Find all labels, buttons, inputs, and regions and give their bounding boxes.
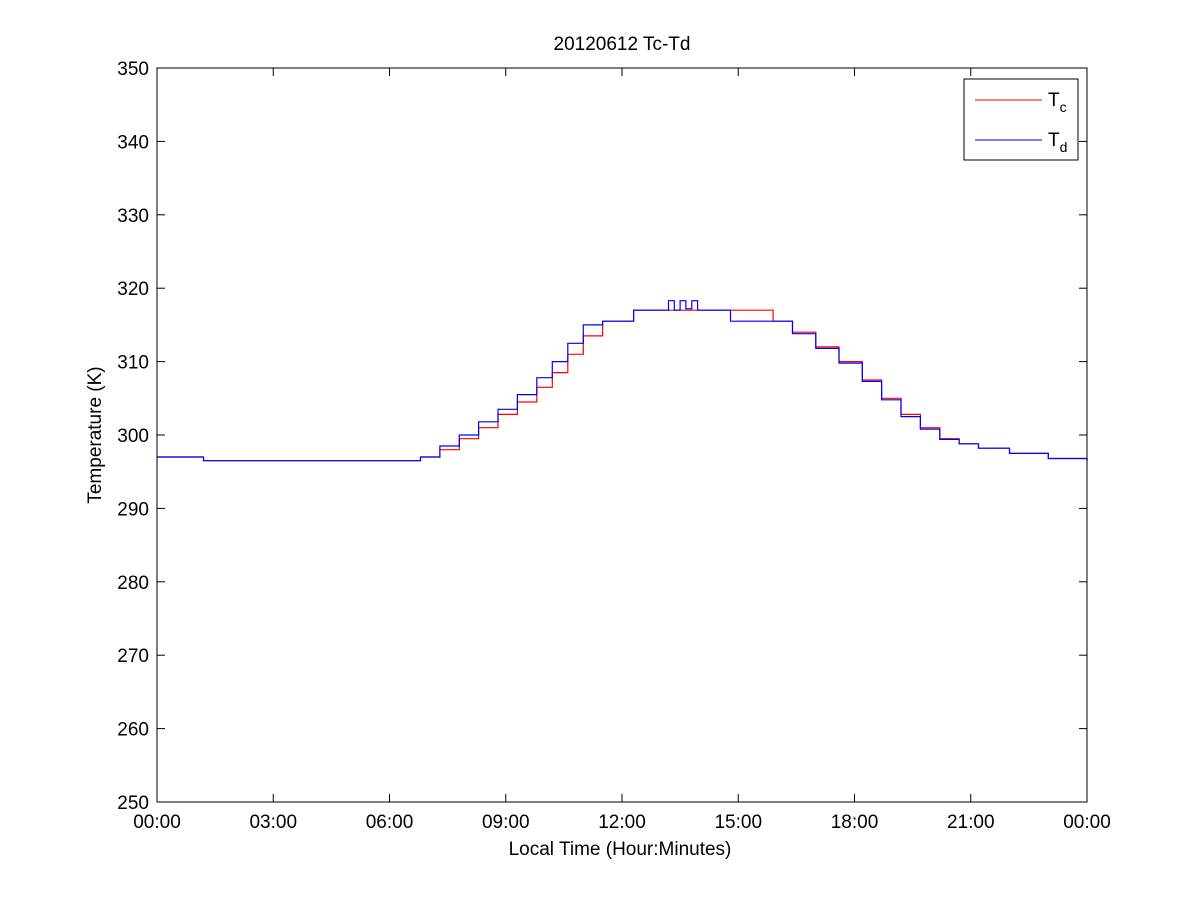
y-tick-label: 340 <box>117 132 149 153</box>
y-tick-label: 320 <box>117 279 149 300</box>
series-line-td <box>157 300 1088 462</box>
x-tick-label: 12:00 <box>598 812 646 833</box>
y-tick-label: 280 <box>117 573 149 594</box>
series-layer <box>157 300 1088 462</box>
legend: Tc Td <box>963 78 1079 161</box>
x-tick-label: 00:00 <box>1063 812 1111 833</box>
y-tick-label: 310 <box>117 353 149 374</box>
x-axis-label: Local Time (Hour:Minutes) <box>509 839 732 860</box>
legend-label-tc-main: T <box>1048 90 1060 111</box>
legend-box <box>963 78 1079 161</box>
x-tick-label: 21:00 <box>947 812 995 833</box>
legend-label-tc-sub: c <box>1060 99 1067 115</box>
legend-label-td-main: T <box>1048 130 1060 151</box>
y-tick-label: 350 <box>117 59 149 80</box>
x-tick-label: 09:00 <box>482 812 530 833</box>
legend-label-tc: Tc <box>1048 90 1067 115</box>
y-tick-label: 290 <box>117 499 149 520</box>
y-tick-label: 250 <box>117 793 149 814</box>
chart-title: 20120612 Tc-Td <box>554 34 691 55</box>
legend-label-td: Td <box>1048 130 1067 155</box>
x-tick-label: 18:00 <box>831 812 879 833</box>
y-axis-label: Temperature (K) <box>85 366 106 503</box>
x-tick-label: 00:00 <box>133 812 181 833</box>
y-ticks: 250 260 270 280 290 300 310 320 330 340 350 <box>117 59 1087 814</box>
x-tick-label: 15:00 <box>714 812 762 833</box>
x-tick-label: 03:00 <box>249 812 297 833</box>
y-tick-label: 330 <box>117 206 149 227</box>
y-tick-label: 300 <box>117 426 149 447</box>
y-tick-label: 270 <box>117 646 149 667</box>
x-tick-label: 06:00 <box>366 812 414 833</box>
series-line-tc <box>157 309 1088 462</box>
legend-label-td-sub: d <box>1060 139 1068 155</box>
plot-area <box>157 68 1087 802</box>
y-tick-label: 260 <box>117 720 149 741</box>
x-ticks: 00:00 03:00 06:00 09:00 12:00 15:00 18:00 21:00… <box>133 68 1111 833</box>
